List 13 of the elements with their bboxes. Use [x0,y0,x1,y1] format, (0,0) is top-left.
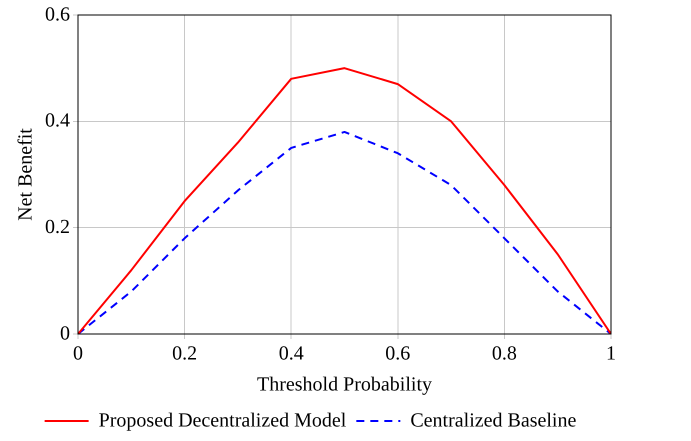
legend-label: Proposed Decentralized Model [98,409,347,432]
x-tick-label: 1 [606,342,616,364]
y-tick-label: 0.4 [45,110,70,132]
x-tick-label: 0.4 [278,342,304,364]
x-tick-label: 0.2 [172,342,198,364]
y-tick-label: 0.2 [45,216,70,238]
x-tick-label: 0.6 [385,342,410,364]
x-tick-label: 0.8 [492,342,517,364]
y-tick-label: 0 [60,322,70,344]
y-axis-title: Net Benefit [14,128,36,221]
x-axis-title: Threshold Probability [257,373,432,396]
y-tick-label: 0.6 [45,3,70,26]
legend-label: Centralized Baseline [410,409,576,432]
